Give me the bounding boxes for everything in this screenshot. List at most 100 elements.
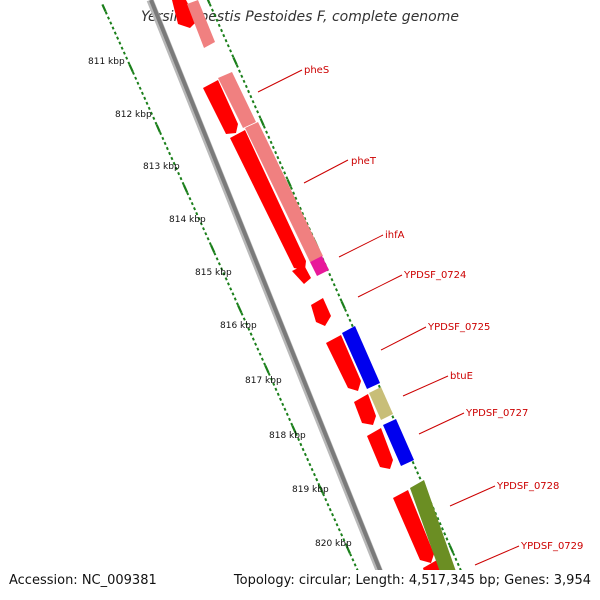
inner-tick xyxy=(224,277,228,281)
gene-label-phet: pheT xyxy=(351,156,377,167)
inner-tick xyxy=(247,327,251,331)
outer-tick xyxy=(440,527,444,531)
gene-label-btue: btuE xyxy=(450,371,473,382)
gene-box-ypdsf-0725 xyxy=(342,326,380,389)
inner-tick xyxy=(202,227,206,231)
inner-tick xyxy=(222,272,226,276)
outer-tick xyxy=(339,298,343,302)
inner-tick xyxy=(324,497,328,502)
gene-box-ypdsf-0728 xyxy=(410,480,456,570)
inner-tick xyxy=(111,26,115,30)
inner-tick xyxy=(242,317,246,321)
genome-backbone xyxy=(146,0,383,570)
gene-box-phet xyxy=(245,122,323,262)
cds-arrow-ypdsf-0727 xyxy=(367,428,393,469)
connector-ypdsf-0725 xyxy=(380,326,427,351)
outer-tick xyxy=(278,161,282,165)
inner-tick xyxy=(312,472,316,477)
inner-tick xyxy=(269,377,273,381)
inner-tick xyxy=(213,252,217,256)
outer-tick xyxy=(447,542,451,546)
outer-tick xyxy=(448,545,455,554)
inner-tick xyxy=(136,81,140,85)
inner-tick xyxy=(186,191,190,196)
inner-tick xyxy=(344,543,348,547)
inner-tick xyxy=(192,206,197,211)
gene-box-ypdsf-0727 xyxy=(383,419,414,466)
inner-tick xyxy=(249,332,253,336)
gene-box-phes xyxy=(218,72,256,128)
genome-map: 811 kbp 812 kbp 813 kbp 814 kbp 815 kbp … xyxy=(88,0,583,570)
inner-tick xyxy=(128,64,134,73)
ruler-labels: 811 kbp 812 kbp 813 kbp 814 kbp 815 kbp … xyxy=(88,57,352,549)
inner-tick xyxy=(299,442,303,447)
outer-tick xyxy=(456,562,460,567)
gene-label-phes: pheS xyxy=(304,65,329,76)
outer-tick xyxy=(296,201,300,206)
inner-tick xyxy=(342,538,346,542)
inner-tick xyxy=(182,184,189,193)
outer-tick xyxy=(343,308,348,312)
outer-tick xyxy=(458,567,462,570)
inner-tick xyxy=(353,563,357,567)
outer-tick xyxy=(443,532,447,536)
inner-tick xyxy=(355,568,359,570)
inner-tick xyxy=(134,76,138,80)
inner-tick xyxy=(208,242,212,246)
outer-tick xyxy=(418,476,422,480)
outer-tick xyxy=(215,18,219,23)
gene-box-ihfa xyxy=(310,256,329,276)
gene-box xyxy=(187,0,215,48)
inner-tick xyxy=(140,91,144,95)
inner-tick xyxy=(308,462,312,467)
outer-tick xyxy=(334,288,339,292)
outer-tick xyxy=(265,130,269,134)
inner-tick xyxy=(245,322,249,326)
connector-ypdsf-0724 xyxy=(357,274,403,298)
inner-tick xyxy=(331,513,335,517)
outer-tick xyxy=(210,8,215,12)
outer-tick xyxy=(276,155,280,160)
outer-tick xyxy=(328,272,332,277)
connector-ypdsf-0728 xyxy=(449,485,496,507)
connector-phes xyxy=(257,69,303,93)
inner-tick xyxy=(274,387,278,391)
outer-tick xyxy=(229,49,233,53)
connector-ihfa xyxy=(338,234,384,258)
outer-tick xyxy=(217,23,221,28)
inner-tick xyxy=(335,523,339,527)
inner-tick xyxy=(310,467,314,472)
outer-tick xyxy=(259,117,265,127)
outer-tick xyxy=(249,94,253,99)
cds-arrow-ihfa xyxy=(292,265,311,284)
ruler-label: 817 kbp xyxy=(245,376,282,386)
inner-tick xyxy=(172,161,176,166)
ruler-label: 811 kbp xyxy=(88,57,125,67)
inner-tick xyxy=(340,533,344,537)
inner-tick xyxy=(321,492,326,497)
outer-tick xyxy=(206,0,211,5)
inner-tick xyxy=(122,51,126,55)
genome-title: Yersinia pestis Pestoides F, complete ge… xyxy=(141,9,459,25)
gene-label-ypdsf-0725: YPDSF_0725 xyxy=(427,322,490,333)
inner-tick xyxy=(168,151,172,156)
outer-tick xyxy=(294,196,298,201)
connector-btue xyxy=(402,375,449,397)
inner-tick xyxy=(109,21,113,25)
outer-tick xyxy=(292,191,296,195)
inner-tick xyxy=(113,31,117,35)
inner-tick xyxy=(318,485,324,494)
outer-tick xyxy=(377,384,381,389)
inner-tick xyxy=(165,146,169,151)
connector-phet xyxy=(303,159,349,184)
ruler-label: 813 kbp xyxy=(143,162,180,172)
outer-tick xyxy=(244,84,248,89)
inner-tick xyxy=(125,56,129,60)
inner-tick xyxy=(152,116,156,121)
inner-tick xyxy=(116,36,120,40)
outer-tick xyxy=(280,166,284,170)
inner-tick xyxy=(188,196,192,201)
inner-tick xyxy=(303,452,307,457)
inner-tick xyxy=(220,267,224,271)
